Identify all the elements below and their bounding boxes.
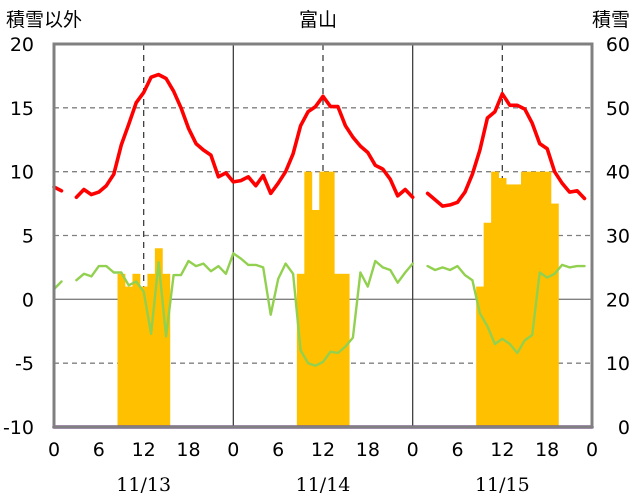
hour-tick-label: 12 xyxy=(490,439,514,461)
snow-bar xyxy=(543,171,552,427)
hour-tick-label: 18 xyxy=(356,439,380,461)
hour-tick-label: 6 xyxy=(451,439,463,461)
snow-bar xyxy=(147,273,156,427)
snow-bar xyxy=(334,273,343,427)
snow-bar xyxy=(341,273,350,427)
right-tick-label: 30 xyxy=(606,226,630,248)
snow-bar xyxy=(506,184,514,427)
hour-tick-label: 12 xyxy=(311,439,335,461)
snow-bar xyxy=(124,286,133,427)
hour-tick-label: 0 xyxy=(48,439,60,461)
snow-bar xyxy=(550,203,559,427)
snow-bar xyxy=(476,286,485,427)
hour-tick-label: 18 xyxy=(176,439,200,461)
plot-border xyxy=(52,42,594,429)
left-tick-label: 0 xyxy=(22,289,34,311)
left-tick-label: 20 xyxy=(10,34,34,56)
date-label: 11/14 xyxy=(296,474,351,496)
snow-bar xyxy=(513,184,522,427)
snow-bar xyxy=(304,171,313,427)
left-tick-label: 5 xyxy=(22,226,34,248)
hour-tick-label: 6 xyxy=(93,439,105,461)
snow-bar xyxy=(535,171,544,427)
plot-frame xyxy=(52,42,594,429)
right-tick-label: 60 xyxy=(606,34,630,56)
date-label: 11/15 xyxy=(475,474,530,496)
snow-bar xyxy=(528,171,537,427)
right-tick-label: 50 xyxy=(606,98,630,120)
chart-title: 富山 xyxy=(299,9,337,31)
left-tick-label: -5 xyxy=(15,353,34,375)
right-tick-label: 0 xyxy=(618,417,630,439)
snow-bar xyxy=(319,171,328,427)
left-axis-title: 積雪以外 xyxy=(6,9,82,31)
right-axis-title: 積雪 xyxy=(592,9,630,31)
snow-bar xyxy=(521,171,529,427)
left-tick-label: 15 xyxy=(10,98,34,120)
right-tick-label: 40 xyxy=(606,162,630,184)
hour-tick-label: 0 xyxy=(586,439,598,461)
snow-bar xyxy=(311,209,320,427)
right-tick-label: 20 xyxy=(606,289,630,311)
snow-bar xyxy=(139,286,148,427)
hour-tick-label: 18 xyxy=(535,439,559,461)
snow-bar xyxy=(162,273,171,427)
hour-tick-label: 6 xyxy=(272,439,284,461)
snow-bar xyxy=(491,171,499,427)
snow-bar xyxy=(326,171,335,427)
snow-bar xyxy=(154,248,163,427)
date-label: 11/13 xyxy=(116,474,171,496)
hour-tick-label: 0 xyxy=(227,439,239,461)
right-tick-label: 10 xyxy=(606,353,630,375)
hour-tick-label: 12 xyxy=(132,439,156,461)
snow-bar xyxy=(117,273,126,427)
left-tick-label: 10 xyxy=(10,162,34,184)
snow-bar xyxy=(498,178,507,427)
hour-tick-label: 0 xyxy=(407,439,419,461)
snow-bar xyxy=(132,273,141,427)
left-tick-label: -10 xyxy=(3,417,34,439)
